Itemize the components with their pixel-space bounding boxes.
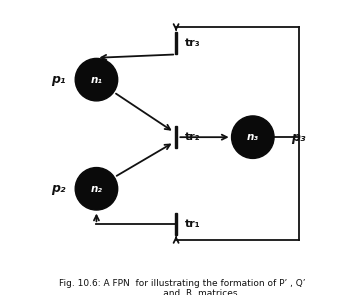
- Bar: [175, 126, 177, 148]
- Text: n₁: n₁: [91, 75, 102, 85]
- Text: p₃: p₃: [291, 131, 306, 144]
- Text: p₂: p₂: [51, 182, 66, 195]
- Text: tr₃: tr₃: [185, 38, 201, 48]
- Text: Fig. 10.6: A FPN  for illustrating the formation of P’ , Q’
              and  R: Fig. 10.6: A FPN for illustrating the fo…: [59, 279, 305, 295]
- Circle shape: [75, 168, 118, 210]
- Text: tr₁: tr₁: [185, 219, 201, 229]
- Circle shape: [75, 58, 118, 101]
- Text: n₂: n₂: [91, 184, 102, 194]
- Text: n₃: n₃: [247, 132, 259, 142]
- Text: tr₂: tr₂: [185, 132, 201, 142]
- Circle shape: [232, 116, 274, 158]
- Bar: [175, 32, 177, 54]
- Text: p₁: p₁: [51, 73, 66, 86]
- Bar: [175, 213, 177, 235]
